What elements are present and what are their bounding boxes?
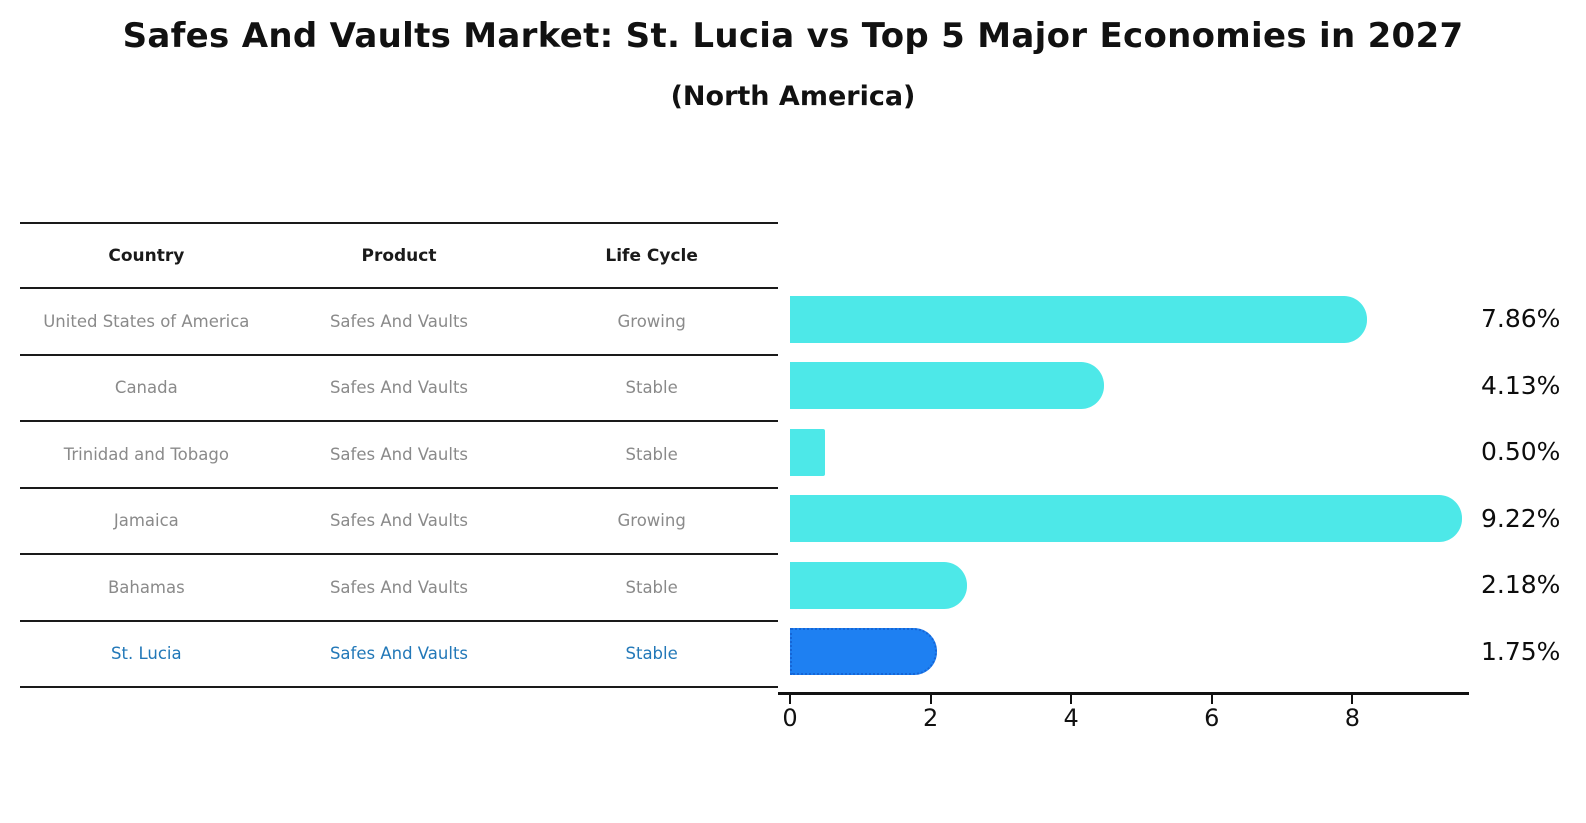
x-axis-tick-label: 2 bbox=[922, 704, 939, 732]
column-header-country: Country bbox=[108, 245, 185, 266]
value-label-st-lucia: 1.75% bbox=[1481, 636, 1561, 666]
x-axis-tick bbox=[789, 695, 791, 704]
cell-country: Jamaica bbox=[113, 511, 179, 531]
x-axis-line bbox=[778, 692, 1469, 695]
cell-life-cycle: Growing bbox=[617, 311, 686, 331]
table-row-trinidad-and-tobago: Trinidad and Tobago Safes And Vaults Stabl… bbox=[20, 422, 778, 489]
x-axis-tick-label: 8 bbox=[1344, 704, 1361, 732]
table-header-row: Country Product Life Cycle bbox=[20, 224, 778, 289]
x-axis-tick bbox=[1210, 695, 1213, 704]
bar-st-lucia bbox=[790, 628, 938, 675]
x-axis-tick-label: 6 bbox=[1204, 704, 1220, 732]
bar-bahamas bbox=[790, 561, 968, 609]
table-row-bahamas: Bahamas Safes And Vaults Stable bbox=[20, 555, 778, 622]
country-table: Country Product Life Cycle United States of… bbox=[20, 222, 778, 688]
bar-canada bbox=[790, 362, 1105, 409]
column-header-product: Product bbox=[361, 245, 437, 266]
table-row-jamaica: Jamaica Safes And Vaults Growing bbox=[20, 489, 778, 555]
x-axis-tick-label: 4 bbox=[1063, 704, 1079, 732]
value-label-united-states-of-america: 7.86% bbox=[1481, 304, 1561, 333]
bar-united-states-of-america bbox=[790, 295, 1367, 343]
cell-product: Safes And Vaults bbox=[329, 311, 469, 331]
cell-life-cycle: Growing bbox=[617, 511, 686, 531]
x-axis-tick bbox=[1070, 695, 1073, 704]
bar-jamaica bbox=[790, 495, 1463, 542]
bar-trinidad-and-tobago bbox=[790, 428, 826, 476]
cell-country: St. Lucia bbox=[111, 644, 182, 664]
cell-product: Safes And Vaults bbox=[329, 378, 469, 398]
table-row-united-states-of-america: United States of America Safes And Vaults… bbox=[20, 289, 778, 356]
chart-subtitle: (North America) bbox=[670, 81, 916, 112]
x-axis-tick bbox=[929, 695, 932, 704]
table-row-st-lucia: St. Lucia Safes And Vaults Stable bbox=[20, 622, 778, 688]
value-label-trinidad-and-tobago: 0.50% bbox=[1481, 437, 1561, 466]
table-row-canada: Canada Safes And Vaults Stable bbox=[20, 356, 778, 422]
cell-country: Canada bbox=[114, 378, 178, 398]
cell-product: Safes And Vaults bbox=[329, 577, 469, 597]
column-header-life-cycle: Life Cycle bbox=[605, 245, 698, 266]
cell-product: Safes And Vaults bbox=[329, 444, 469, 464]
cell-product: Safes And Vaults bbox=[329, 644, 469, 664]
cell-life-cycle: Stable bbox=[625, 444, 678, 464]
x-axis-tick-label: 0 bbox=[782, 704, 798, 732]
value-label-jamaica: 9.22% bbox=[1481, 503, 1561, 533]
value-label-canada: 4.13% bbox=[1481, 370, 1561, 400]
cell-product: Safes And Vaults bbox=[329, 511, 469, 531]
cell-life-cycle: Stable bbox=[625, 378, 678, 398]
cell-country: Bahamas bbox=[107, 577, 185, 597]
cell-life-cycle: Stable bbox=[625, 577, 678, 597]
value-label-bahamas: 2.18% bbox=[1481, 570, 1561, 599]
cell-country: United States of America bbox=[43, 311, 250, 331]
x-axis-tick bbox=[1351, 695, 1354, 704]
cell-life-cycle: Stable bbox=[625, 644, 678, 664]
chart-title: Safes And Vaults Market: St. Lucia vs To… bbox=[122, 16, 1464, 56]
cell-country: Trinidad and Tobago bbox=[63, 444, 229, 464]
